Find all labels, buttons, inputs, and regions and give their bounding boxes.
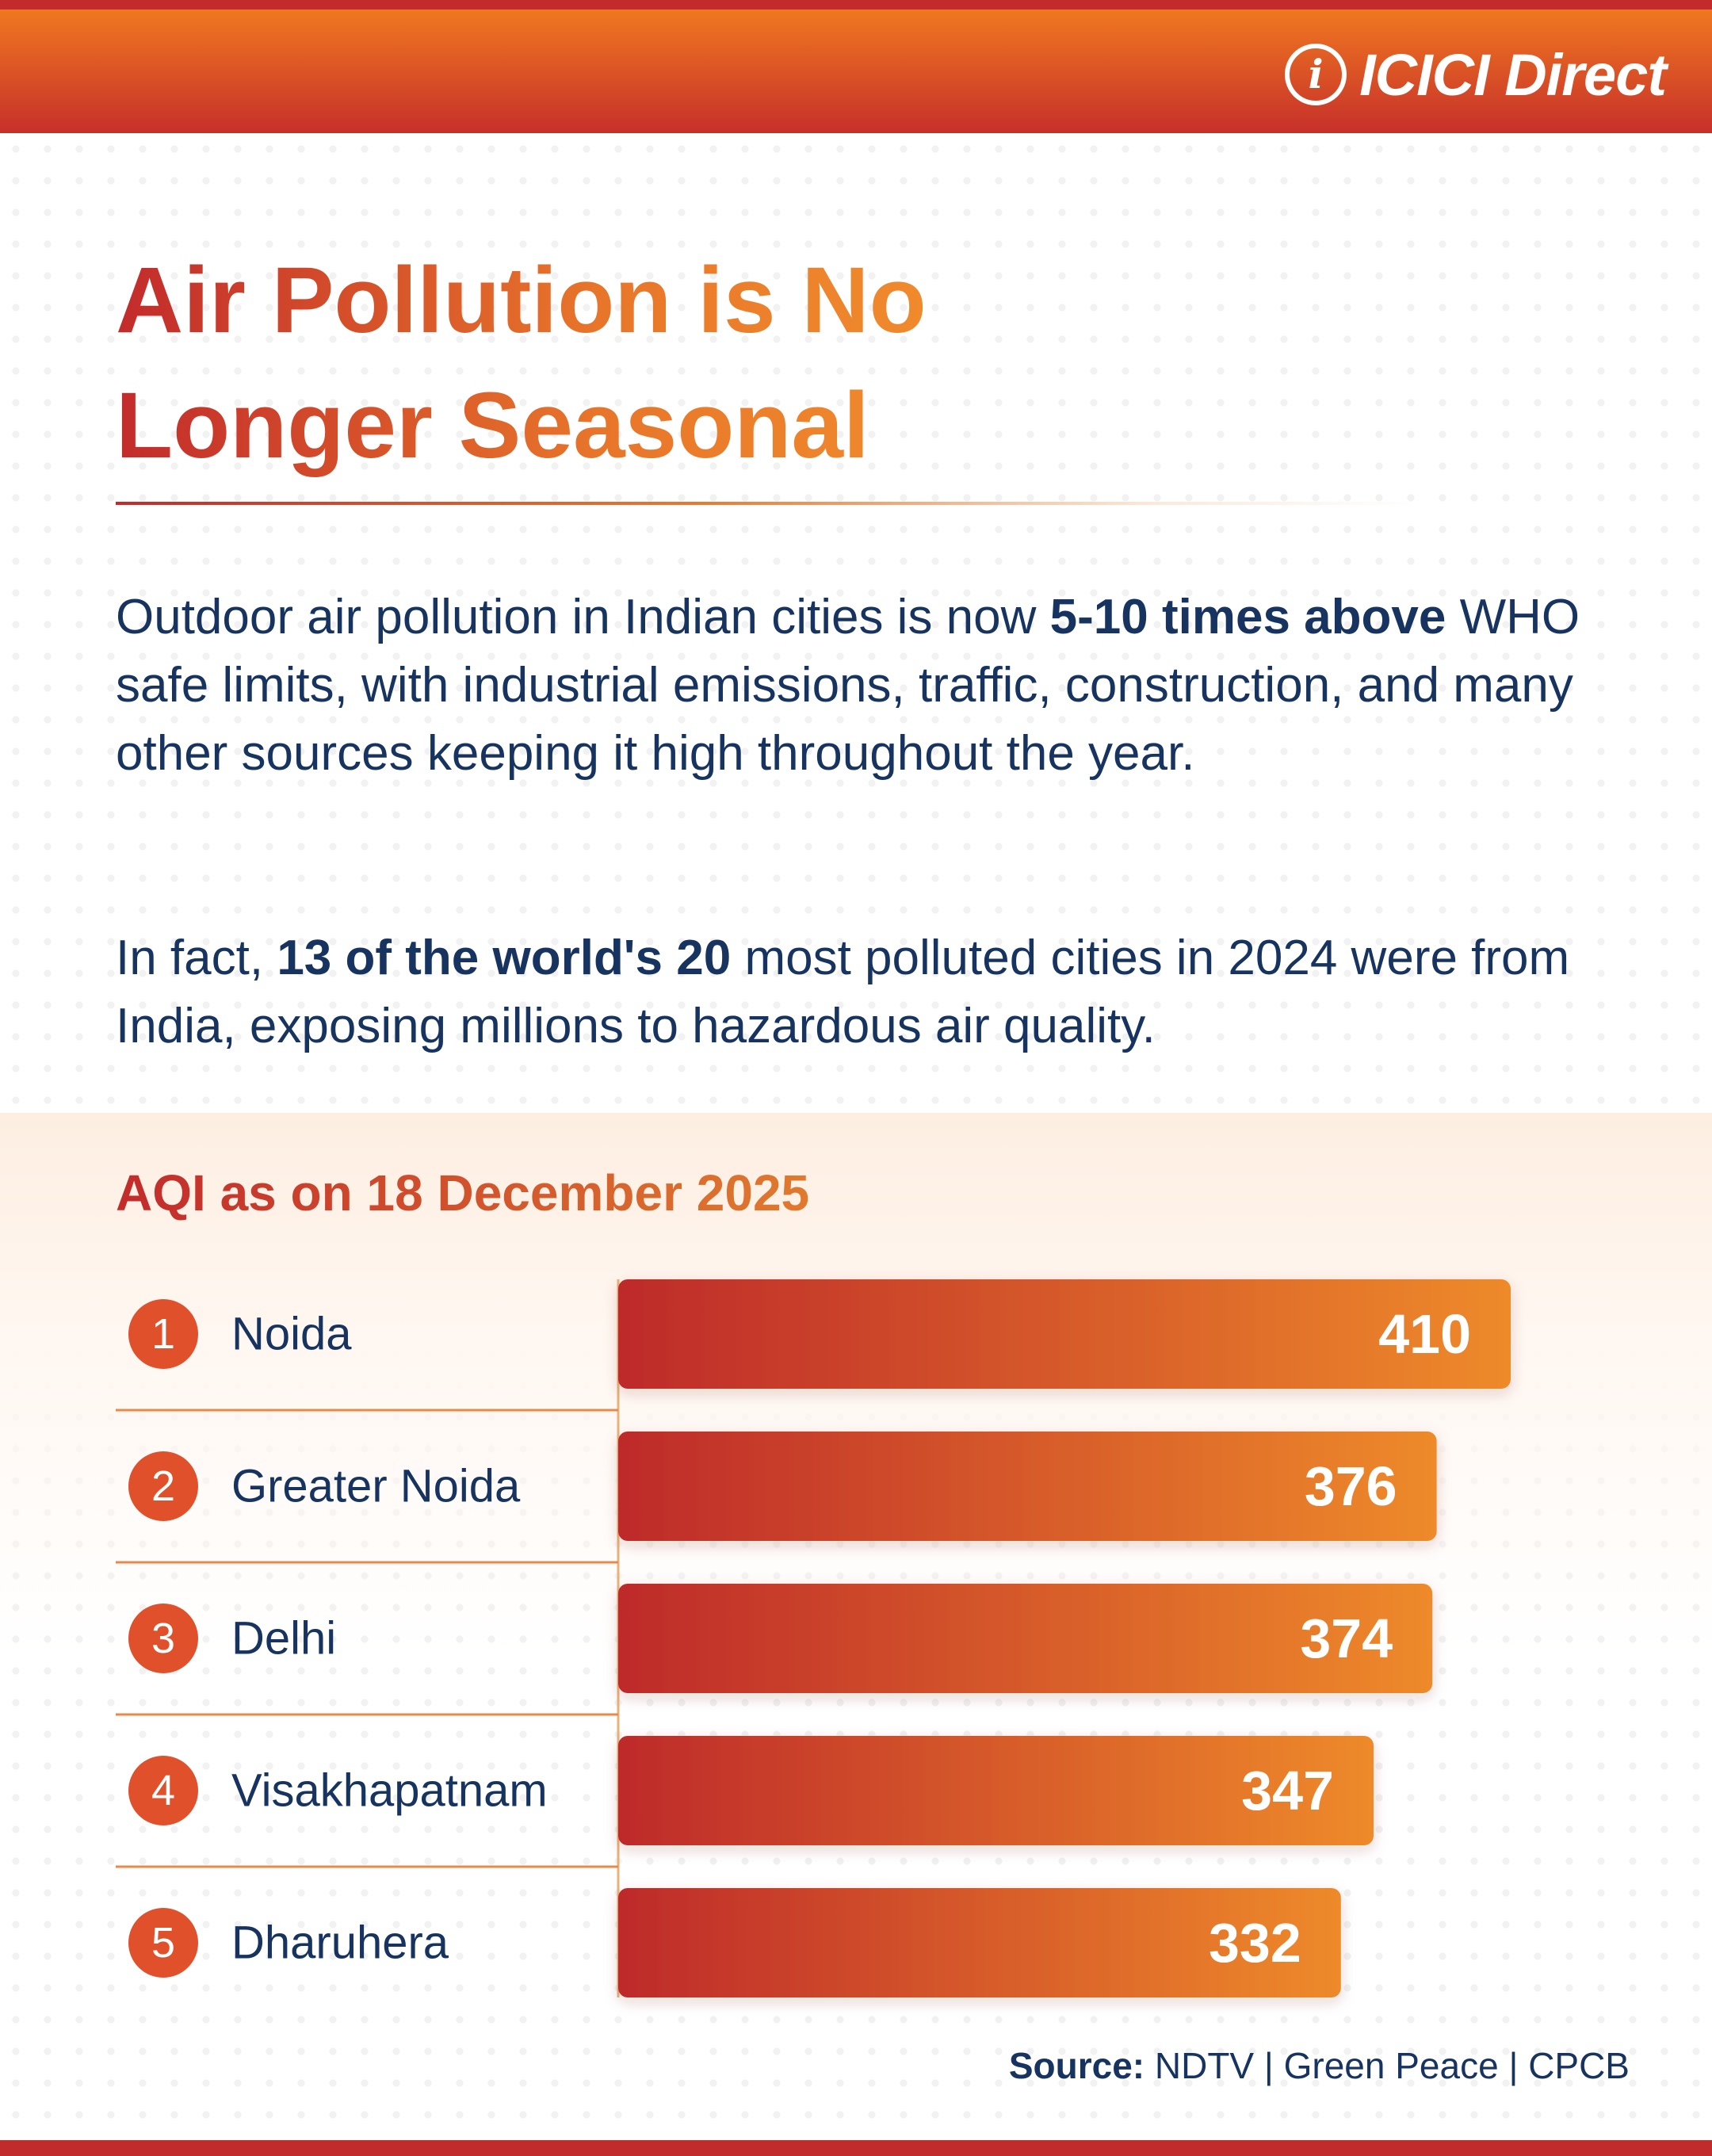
bar-4 <box>618 1736 1374 1845</box>
rank-badge-2 <box>128 1451 198 1521</box>
fact-paragraph: In fact, 13 of the world's 20 most pollu… <box>116 924 1622 1061</box>
city-label-1: Noida <box>231 1309 352 1360</box>
rank-badge-1 <box>128 1299 198 1369</box>
rank-number-5: 5 <box>151 1919 175 1967</box>
rank-number-2: 2 <box>151 1462 175 1510</box>
brand-logo[interactable]: i ICICI Direct <box>1285 36 1667 113</box>
bar-5 <box>618 1888 1341 1997</box>
bar-2 <box>618 1432 1437 1541</box>
rank-badge-5 <box>128 1908 198 1978</box>
fact-text-end: most polluted cities in 2024 were from I… <box>116 931 1570 1053</box>
rank-badge-3 <box>128 1604 198 1673</box>
city-label-2: Greater Noida <box>231 1461 521 1512</box>
rank-number-3: 3 <box>151 1615 175 1662</box>
intro-text-end: WHO safe limits, with industrial emissio… <box>116 590 1580 781</box>
rank-number-4: 4 <box>151 1767 175 1814</box>
bottom-border <box>0 2140 1712 2156</box>
chart-title: AQI as on 18 December 2025 <box>116 1159 809 1227</box>
fact-highlight: 13 of the world's 20 <box>277 931 732 985</box>
brand-mark-icon: i <box>1285 44 1347 105</box>
rank-badge-4 <box>128 1756 198 1825</box>
city-label-4: Visakhapatnam <box>231 1765 548 1817</box>
fact-text-start: In fact, <box>116 931 277 985</box>
rank-number-1: 1 <box>151 1310 175 1358</box>
intro-highlight: 5-10 times above <box>1049 590 1446 644</box>
bar-3 <box>618 1584 1433 1693</box>
bar-value-label-1: 410 <box>1378 1303 1471 1365</box>
source-note: Source: NDTV | Green Peace | CPCB <box>1009 2042 1630 2089</box>
city-label-5: Dharuhera <box>231 1917 449 1969</box>
intro-paragraph: Outdoor air pollution in Indian cities i… <box>116 583 1622 788</box>
bar-value-label-2: 376 <box>1305 1455 1397 1517</box>
top-border <box>0 0 1712 10</box>
bar-value-label-5: 332 <box>1209 1912 1301 1974</box>
bar-1 <box>618 1279 1511 1389</box>
brand-mark-letter: i <box>1308 51 1324 97</box>
intro-text-start: Outdoor air pollution in Indian cities i… <box>116 590 1050 644</box>
title-divider <box>116 502 1416 505</box>
bar-value-label-3: 374 <box>1300 1607 1393 1669</box>
city-label-3: Delhi <box>231 1613 336 1665</box>
source-text: NDTV | Green Peace | CPCB <box>1154 2045 1630 2086</box>
header-bar: i ICICI Direct <box>0 10 1712 133</box>
source-label: Source: <box>1008 2045 1145 2086</box>
brand-name: ICICI Direct <box>1359 41 1667 108</box>
bar-value-label-4: 347 <box>1241 1760 1334 1822</box>
